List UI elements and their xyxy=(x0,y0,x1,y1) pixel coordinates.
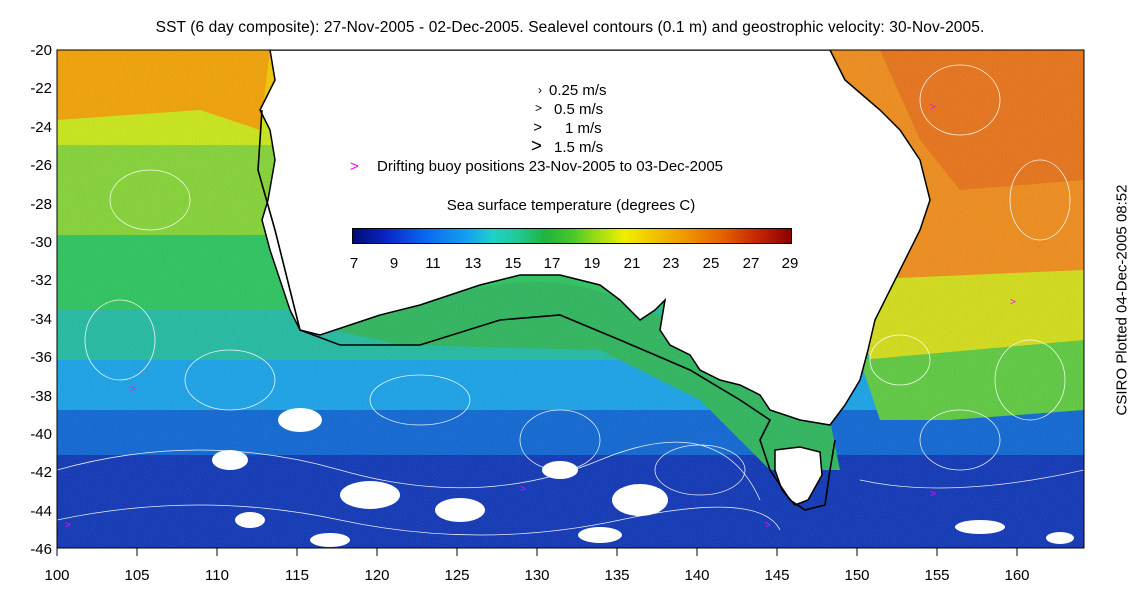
velocity-arrow-icon: › xyxy=(538,83,542,97)
lon-tick-label: 150 xyxy=(844,567,870,584)
lon-tick-label: 135 xyxy=(604,567,630,584)
colorbar-tick-label: 29 xyxy=(781,255,799,272)
lon-tick-label: 160 xyxy=(1004,567,1030,584)
lon-tick-label: 155 xyxy=(924,567,950,584)
svg-text:>: > xyxy=(1010,297,1016,308)
map-frame xyxy=(56,49,1085,549)
svg-text:>: > xyxy=(930,489,936,500)
map-title: SST (6 day composite): 27-Nov-2005 - 02-… xyxy=(155,19,985,36)
colorbar-tick-label: 9 xyxy=(389,255,399,272)
colorbar-tick-label: 13 xyxy=(464,255,482,272)
lon-tick-label: 100 xyxy=(44,567,70,584)
tasmania-landmass xyxy=(774,446,823,506)
svg-text:>: > xyxy=(765,520,771,531)
velocity-arrow-icon: > xyxy=(534,101,542,115)
colorbar-tick-label: 25 xyxy=(702,255,720,272)
buoy-marker-icon: > xyxy=(350,158,359,175)
colorbar-tick-label: 17 xyxy=(543,255,561,272)
colorbar-title: Sea surface temperature (degrees C) xyxy=(446,197,696,214)
lat-tick-label: -40 xyxy=(30,426,52,443)
lat-tick-label: -22 xyxy=(30,80,52,97)
colorbar-tick-label: 11 xyxy=(425,255,441,272)
lon-tick-label: 120 xyxy=(364,567,390,584)
velocity-arrow-icon: > xyxy=(530,136,542,157)
svg-text:>: > xyxy=(130,384,136,395)
colorbar-tick-label: 7 xyxy=(349,255,359,272)
lat-tick-label: -32 xyxy=(30,272,52,289)
buoy-legend-label: Drifting buoy positions 23-Nov-2005 to 0… xyxy=(377,158,724,175)
lat-tick-label: -28 xyxy=(30,196,52,213)
svg-text:>: > xyxy=(520,484,526,495)
lat-tick-label: -30 xyxy=(30,234,52,251)
lat-tick-label: -34 xyxy=(30,311,52,328)
velocity-legend-label: 1.5 m/s xyxy=(554,139,604,156)
lat-tick-label: -36 xyxy=(30,349,52,366)
velocity-legend-label: 0.5 m/s xyxy=(554,101,604,118)
colorbar-tick-label: 21 xyxy=(623,255,641,272)
colorbar xyxy=(352,228,792,244)
colorbar-tick-label: 15 xyxy=(504,255,522,272)
lon-tick-label: 105 xyxy=(124,567,150,584)
lon-tick-label: 125 xyxy=(444,567,470,584)
lon-tick-label: 110 xyxy=(205,567,229,584)
lat-tick-label: -46 xyxy=(30,541,52,558)
lat-tick-label: -44 xyxy=(30,503,52,520)
lon-tick-label: 130 xyxy=(524,567,550,584)
colorbar-tick-label: 27 xyxy=(742,255,760,272)
svg-text:>: > xyxy=(930,102,936,113)
plot-credit: CSIRO Plotted 04-Dec-2005 08:52 xyxy=(1113,184,1131,416)
velocity-legend-label: 1 m/s xyxy=(565,120,602,137)
lon-tick-label: 140 xyxy=(684,567,710,584)
lat-tick-label: -26 xyxy=(30,157,52,174)
svg-text:>: > xyxy=(65,520,71,531)
velocity-arrow-icon: > xyxy=(533,119,542,136)
lat-tick-label: -20 xyxy=(30,42,52,59)
lat-tick-label: -42 xyxy=(30,464,52,481)
lat-tick-label: -24 xyxy=(30,119,52,136)
lon-tick-label: 115 xyxy=(285,567,309,584)
colorbar-tick-label: 23 xyxy=(662,255,680,272)
lat-tick-label: -38 xyxy=(30,388,52,405)
colorbar-tick-label: 19 xyxy=(583,255,601,272)
velocity-legend-label: 0.25 m/s xyxy=(549,82,607,99)
lon-tick-label: 145 xyxy=(764,567,790,584)
